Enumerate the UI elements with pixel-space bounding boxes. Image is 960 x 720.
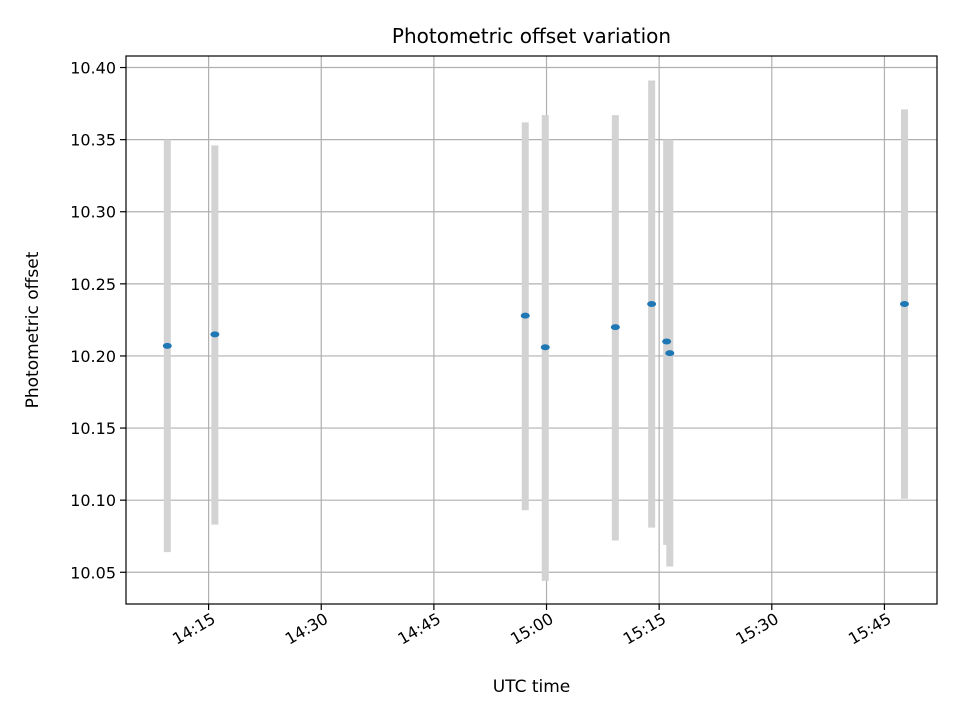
data-point [210, 331, 220, 338]
y-tick-label: 10.10 [70, 491, 116, 510]
y-tick-label: 10.35 [70, 131, 116, 150]
data-point [610, 324, 620, 331]
y-tick-label: 10.20 [70, 347, 116, 366]
data-point [899, 301, 909, 308]
y-tick-label: 10.40 [70, 59, 116, 78]
data-point [162, 342, 172, 349]
grid-lines [126, 56, 937, 604]
data-point [647, 301, 657, 308]
x-axis-ticks: 14:15 14:30 14:45 15:00 15:15 15:30 15:45 [169, 604, 894, 649]
y-tick-label: 10.30 [70, 203, 116, 222]
x-tick-label: 14:15 [169, 609, 218, 649]
x-tick-label: 14:45 [394, 609, 443, 649]
data-point [540, 344, 550, 351]
y-tick-label: 10.25 [70, 275, 116, 294]
chart-title: Photometric offset variation [392, 24, 671, 48]
error-bars [163, 80, 908, 581]
x-axis-title: UTC time [493, 677, 571, 697]
x-tick-label: 15:00 [507, 609, 556, 649]
x-tick-label: 15:15 [620, 609, 669, 649]
y-axis-ticks: 10.05 10.10 10.15 10.20 10.25 10.30 10.35 10.40 [70, 59, 126, 582]
y-axis-title: Photometric offset [23, 251, 43, 408]
plot-frame [125, 55, 938, 605]
y-tick-label: 10.05 [70, 563, 116, 582]
x-tick-label: 14:30 [282, 609, 331, 649]
data-point [520, 312, 530, 319]
data-point [665, 350, 675, 357]
y-tick-label: 10.15 [70, 419, 116, 438]
data-point [662, 338, 672, 345]
data-points [162, 301, 909, 357]
x-tick-label: 15:30 [732, 609, 781, 649]
x-tick-label: 15:45 [845, 609, 894, 649]
